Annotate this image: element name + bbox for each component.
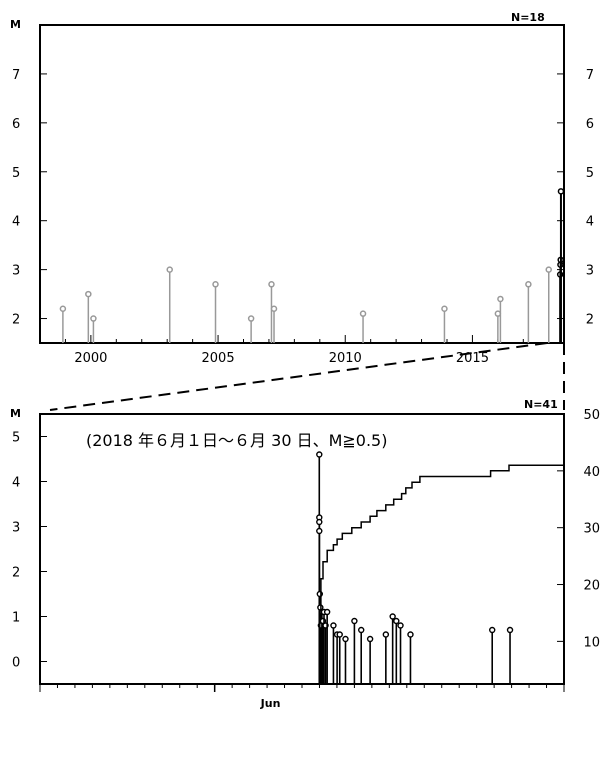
n-count-label: N=41 — [524, 398, 558, 411]
y-tick-label-left: 5 — [12, 166, 20, 181]
event-point — [382, 631, 390, 638]
y-tick-label-right: 7 — [586, 68, 594, 83]
event-point — [212, 281, 219, 288]
event-point — [330, 622, 337, 629]
event-point — [366, 635, 374, 643]
event-point — [85, 290, 92, 298]
event-point — [268, 281, 275, 288]
y-tick-label-left: 2 — [12, 313, 20, 328]
zoom-line-left — [49, 342, 548, 411]
x-tick-label: 2000 — [74, 351, 107, 366]
bottom-panel: M N=41 (2018 年６月１日～６月 30 日、M≧0.5) 0 1 2 3 4 5 10 2… — [10, 398, 600, 710]
cumulative-count-line — [319, 464, 564, 671]
y-tick-label-left: 1 — [12, 611, 20, 626]
y-tick-label-left: 2 — [12, 566, 20, 581]
event-point — [407, 631, 414, 638]
event-point — [494, 310, 502, 317]
x-tick-label: 2005 — [202, 351, 235, 366]
event-point — [497, 295, 504, 303]
event-point — [316, 451, 323, 458]
event-point — [316, 518, 323, 526]
y-tick-label-right: 5 — [586, 166, 594, 181]
event-point — [358, 626, 365, 634]
y-tick-label-left: 6 — [12, 117, 20, 132]
event-point — [489, 626, 496, 634]
y-axis-label: M — [10, 18, 21, 31]
event-point — [342, 635, 349, 643]
n-count-label: N=18 — [511, 11, 545, 24]
y-tick-label-left: 0 — [12, 656, 20, 671]
event-point — [359, 310, 367, 317]
event-point — [393, 617, 400, 625]
event-point — [525, 281, 532, 288]
event-point — [389, 613, 396, 620]
event-point — [351, 617, 358, 625]
y-tick-label-left: 7 — [12, 68, 20, 83]
x-tick-label: 2015 — [456, 351, 489, 366]
y-tick-label-left: 4 — [12, 215, 20, 230]
event-point — [270, 305, 278, 313]
count-tick-label: 20 — [583, 579, 600, 594]
y-axis-label: M — [10, 407, 21, 420]
y-tick-label-right: 2 — [586, 313, 594, 328]
count-tick-label: 50 — [583, 408, 600, 423]
period-label: (2018 年６月１日～６月 30 日、M≧0.5) — [86, 431, 387, 450]
event-point — [316, 527, 323, 535]
event-point — [336, 631, 343, 638]
plot-frame — [39, 413, 565, 685]
event-point — [323, 608, 331, 616]
event-point — [59, 305, 67, 313]
x-tick-label: 2010 — [329, 351, 362, 366]
event-point — [545, 266, 552, 273]
event-point — [247, 315, 255, 322]
event-point — [90, 315, 97, 322]
event-point — [166, 266, 173, 273]
y-tick-label-right: 6 — [586, 117, 594, 132]
event-point — [557, 188, 565, 195]
event-point — [397, 622, 404, 629]
event-point — [441, 305, 448, 313]
count-tick-label: 40 — [583, 465, 600, 480]
zoom-connector — [49, 342, 565, 411]
y-tick-label-left: 4 — [12, 476, 20, 491]
count-tick-label: 30 — [583, 522, 600, 537]
event-point — [506, 626, 514, 634]
y-tick-label-right: 3 — [586, 264, 594, 279]
count-tick-label: 10 — [583, 635, 600, 650]
top-panel: M N=18 2 2 3 3 4 4 5 5 6 6 7 7 2000 2005 2010 2015 — [10, 11, 594, 366]
y-tick-label-right: 4 — [586, 215, 594, 230]
y-tick-label-left: 3 — [12, 264, 20, 279]
x-tick-label-jun: Jun — [260, 697, 281, 710]
plot-frame — [39, 24, 565, 344]
y-tick-label-left: 3 — [12, 521, 20, 536]
y-tick-label-left: 5 — [12, 431, 20, 446]
